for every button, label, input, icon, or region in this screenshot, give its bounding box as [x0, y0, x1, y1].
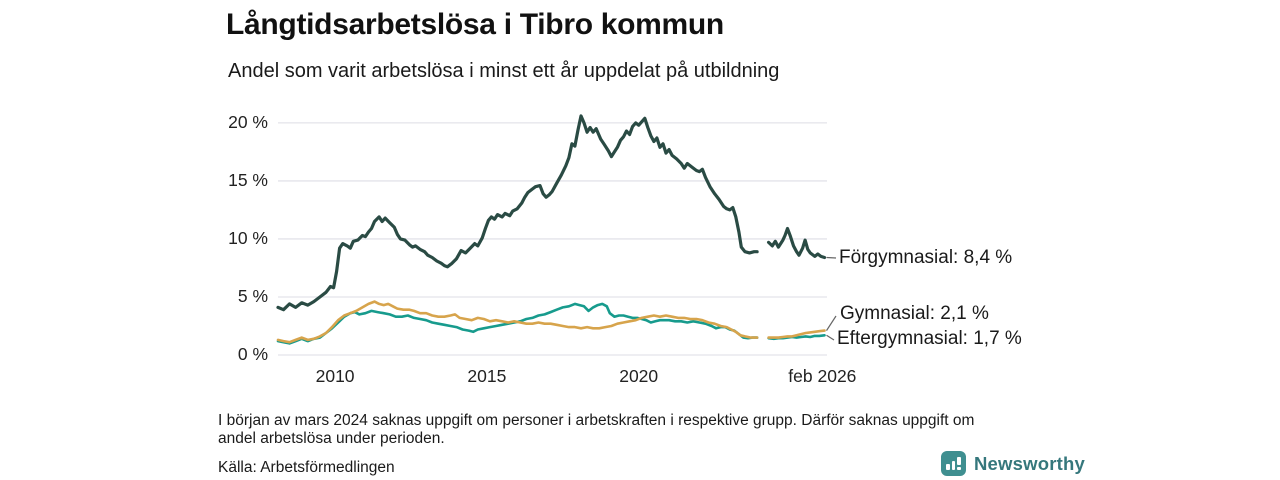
line-förgymnasial [767, 226, 827, 260]
y-axis-tick-label: 15 % [228, 169, 268, 190]
x-axis-tick-label: 2010 [315, 366, 355, 386]
icon-bar-tall [957, 456, 961, 465]
chart-subtitle: Andel som varit arbetslösa i minst ett å… [228, 60, 780, 82]
line-eftergymnasial [276, 302, 759, 345]
line-gymnasial [767, 329, 826, 339]
line-gymnasial [276, 300, 759, 344]
footnote-line-1: I början av mars 2024 saknas uppgift om … [218, 412, 975, 429]
series-end-label-forgymnasial: Förgymnasial: 8,4 % [839, 247, 1013, 268]
icon-bar-medium [951, 460, 955, 470]
x-axis-tick-label: feb 2026 [788, 366, 857, 386]
label-connector-eftergymnasial [826, 334, 835, 341]
line-förgymnasial [276, 114, 759, 312]
footnote-line-2: andel arbetslösa under perioden. [218, 430, 445, 447]
icon-bar-small [946, 464, 950, 470]
y-axis-tick-label: 10 % [228, 227, 268, 248]
series-end-label-eftergymnasial: Eftergymnasial: 1,7 % [837, 328, 1022, 349]
chart-title: Långtidsarbetslösa i Tibro kommun [226, 8, 724, 41]
icon-exclamation-dot [957, 467, 961, 470]
x-axis-tick-label: 2020 [619, 366, 659, 386]
newsworthy-branding: Newsworthy [941, 451, 1085, 476]
series-end-label-gymnasial: Gymnasial: 2,1 % [840, 303, 989, 324]
y-axis-tick-label: 20 % [228, 111, 268, 132]
newsworthy-bar-chart-icon [941, 451, 966, 476]
label-connector-gymnasial [825, 315, 837, 331]
x-axis-tick-label: 2015 [467, 366, 507, 386]
y-axis-tick-label: 0 % [237, 344, 268, 364]
y-axis-tick-label: 5 % [237, 285, 268, 306]
chart-footnote: I början av mars 2024 saknas uppgift om … [218, 412, 974, 448]
newsworthy-wordmark: Newsworthy [974, 452, 1085, 474]
source-note: Källa: Arbetsförmedlingen [218, 459, 395, 476]
